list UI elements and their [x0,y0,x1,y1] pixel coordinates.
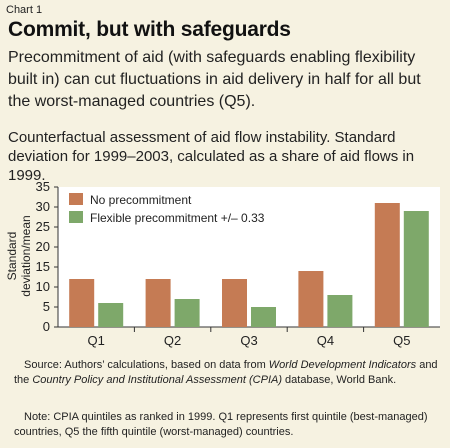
y-tick-label: 30 [36,199,50,214]
bar-no-precommitment [298,271,324,327]
y-tick-label: 5 [43,299,50,314]
y-tick-label: 0 [43,319,50,334]
source-prefix: Source: Authors’ calculations, based on … [24,359,269,371]
legend-swatch [69,211,83,223]
y-tick-label: 35 [36,179,50,194]
x-tick-label: Q2 [164,333,181,348]
bar-flexible-precommitment [403,211,429,327]
bar-flexible-precommitment [327,295,353,327]
source-suffix: database, World Bank. [282,374,397,386]
bar-no-precommitment [374,203,400,327]
y-tick-label: 20 [36,239,50,254]
legend-label: Flexible precommitment +/– 0.33 [90,211,265,225]
source-italic-wdi: World Development Indicators [268,359,417,371]
source-italic-cpia: Country Policy and Institutional Assessm… [32,374,282,386]
chart-number-label: Chart 1 [6,4,43,16]
bar-no-precommitment [145,279,171,327]
source-mid: and the [14,359,438,386]
x-tick-label: Q1 [88,333,105,348]
footnote: Note: CPIA quintiles as ranked in 1999. … [14,411,428,438]
legend-swatch [69,193,83,205]
y-tick-label: 25 [36,219,50,234]
x-tick-label: Q3 [240,333,257,348]
y-tick-label: 15 [36,259,50,274]
bar-no-precommitment [222,279,247,327]
y-tick-label: 10 [36,279,50,294]
bar-no-precommitment [69,279,95,327]
x-tick-label: Q4 [317,333,334,348]
chart-description: Counterfactual assessment of aid flow in… [8,129,415,184]
legend-label: No precommitment [90,193,192,207]
source-note: Source: Authors’ calculations, based on … [14,358,439,388]
bar-flexible-precommitment [98,303,124,327]
x-tick-label: Q5 [393,333,410,348]
bar-flexible-precommitment [251,307,276,327]
chart-title: Commit, but with safeguards [8,18,291,41]
chart-subtitle: Precommitment of aid (with safeguards en… [8,49,421,110]
bar-flexible-precommitment [174,299,200,327]
